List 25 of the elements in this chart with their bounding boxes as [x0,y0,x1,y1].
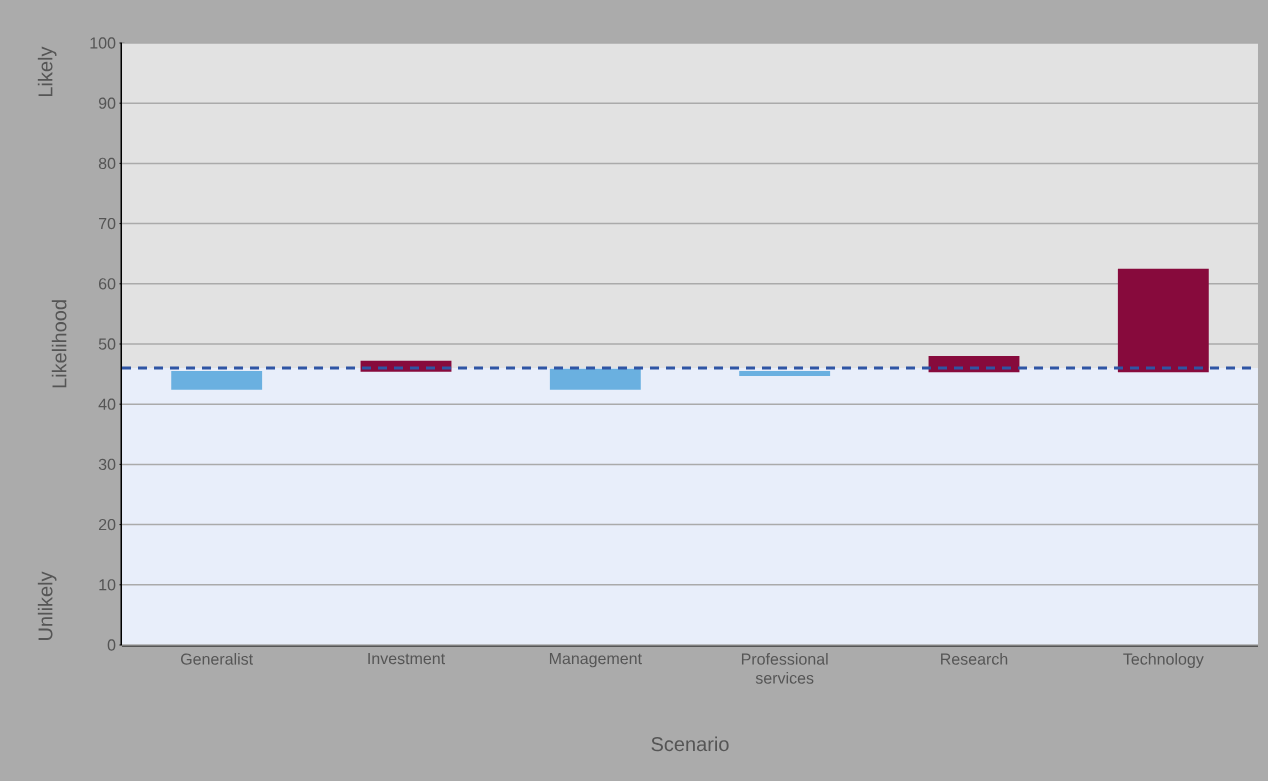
bar [739,371,831,376]
y-tick-label: 40 [98,398,116,410]
y-tick-label: 20 [98,518,116,531]
x-axis-title: Scenario [651,736,729,752]
x-tick-label: Technology [1123,653,1204,668]
text: Unlikely [37,571,57,640]
x-tick-label: Management [549,653,642,668]
y-tick-label: 30 [98,458,116,471]
bar [549,368,641,390]
bar [1117,268,1209,373]
y-tick-label: 100 [90,37,116,49]
x-tick-label: Professional services [741,653,828,684]
x-tick-label: Investment [368,653,446,665]
y-tick-label: 50 [98,338,116,350]
y-axis-title: Likelihood [51,300,67,388]
x-tick-label: Research [941,653,1008,665]
text: Likely [37,46,57,97]
y-tick-label: 80 [98,157,116,170]
y-tick-label: 90 [98,97,116,109]
x-tick-label: Generalist [181,653,254,665]
bar [171,371,263,390]
y-tick-label: 0 [107,639,116,651]
y-tick-label: 70 [99,217,116,230]
y-tick-label: 60 [99,278,116,290]
y-tick-label: 10 [99,579,116,591]
